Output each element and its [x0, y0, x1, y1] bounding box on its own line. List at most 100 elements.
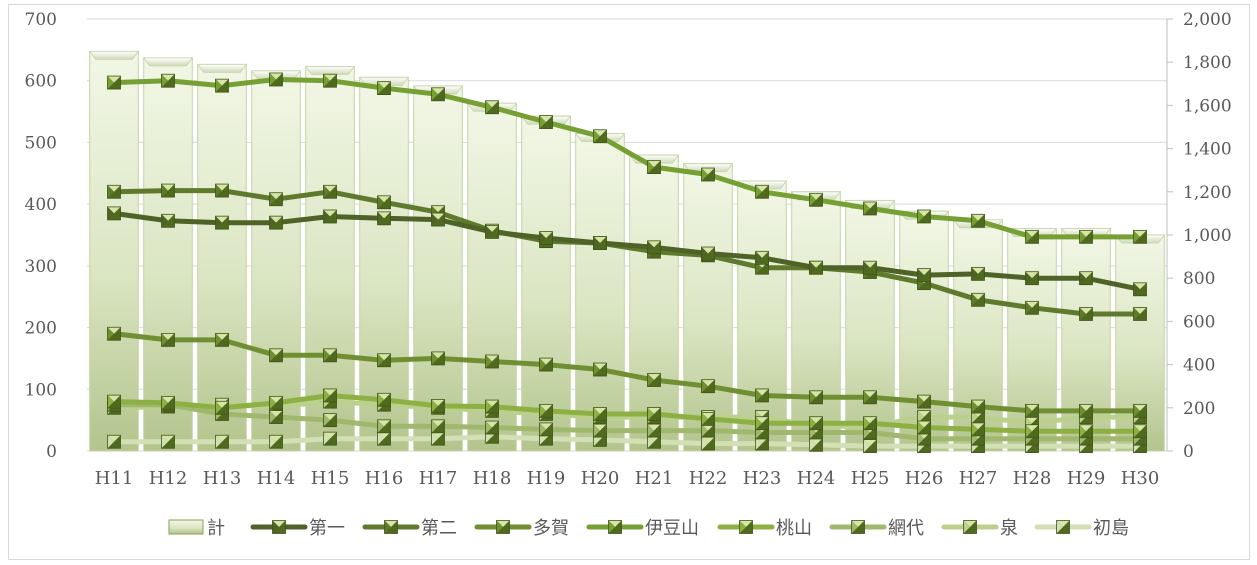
marker-edge [107, 326, 121, 341]
marker-face [496, 520, 510, 527]
line-marker [1079, 403, 1093, 418]
marker-face [485, 355, 499, 362]
marker-face [863, 416, 870, 430]
marker-edge [323, 348, 337, 363]
bar [358, 76, 410, 452]
marker-face [161, 184, 175, 191]
marker-face [323, 74, 337, 81]
marker-face [431, 351, 445, 359]
marker-face [701, 437, 715, 444]
legend-swatch [168, 519, 204, 535]
line-marker [809, 390, 823, 405]
marker-edge [539, 357, 553, 372]
marker-face [971, 293, 985, 300]
marker-edge [1025, 403, 1039, 418]
line-marker [1079, 307, 1093, 321]
line-marker [485, 399, 499, 414]
marker-face [377, 419, 384, 433]
x-tick-label: H16 [365, 468, 404, 489]
line-marker [107, 394, 121, 409]
marker-face [971, 214, 985, 221]
line-marker [809, 437, 823, 452]
line-marker [431, 419, 445, 434]
marker-face [269, 396, 276, 410]
bar [304, 66, 356, 452]
marker-face [863, 261, 877, 268]
marker-face [431, 213, 438, 227]
line-marker [269, 395, 283, 410]
series-line [111, 331, 1143, 414]
line-marker [1079, 229, 1093, 244]
marker-edge [809, 390, 823, 405]
y-right-tick-label: 600 [1183, 312, 1215, 332]
y-right-tick-label: 200 [1183, 399, 1215, 419]
marker-face [1025, 424, 1032, 438]
line-marker [539, 403, 553, 418]
marker-face [377, 353, 384, 367]
marker-face [647, 160, 661, 168]
marker-edge [269, 72, 283, 87]
marker-face [851, 520, 865, 527]
marker-face [809, 261, 816, 275]
marker-face [272, 520, 279, 534]
bar [412, 85, 464, 452]
marker-edge [809, 416, 823, 431]
x-tick-label: H25 [851, 468, 890, 489]
marker-face [755, 410, 769, 418]
line-marker [431, 399, 445, 413]
marker-edge [863, 439, 877, 453]
line-marker [377, 431, 391, 446]
line-marker [323, 184, 337, 199]
x-tick-label: H18 [473, 468, 512, 489]
marker-face [431, 87, 438, 101]
marker-edge [377, 419, 391, 434]
marker-face [269, 192, 276, 206]
line-marker [496, 520, 510, 534]
line-marker [1025, 403, 1039, 418]
line-marker [863, 439, 877, 453]
marker-edge [593, 129, 607, 144]
marker-face [539, 358, 553, 365]
line-marker [593, 423, 607, 438]
marker-face [1079, 271, 1093, 279]
marker-face [377, 195, 384, 209]
legend-label: 網代 [888, 518, 924, 539]
y-left-tick-label: 400 [25, 195, 57, 215]
line-marker [739, 520, 753, 534]
marker-face [809, 390, 816, 404]
marker-face [1133, 424, 1147, 432]
line-marker [323, 348, 337, 363]
marker-edge [377, 81, 391, 96]
line-marker [485, 100, 499, 115]
marker-face [323, 432, 337, 439]
marker-face [485, 355, 492, 369]
series-line [111, 399, 1143, 429]
marker-face [593, 363, 607, 370]
marker-edge [1079, 271, 1093, 286]
marker-edge [485, 399, 499, 414]
marker-edge [701, 412, 715, 426]
marker-face [647, 240, 661, 248]
marker-face [161, 74, 175, 81]
marker-edge [1079, 424, 1093, 439]
x-tick-label: H21 [635, 468, 674, 489]
marker-face [269, 410, 283, 418]
marker-edge [1025, 271, 1039, 286]
marker-face [1025, 416, 1039, 424]
legend-item: 網代 [829, 518, 924, 539]
bar-body [197, 63, 247, 452]
marker-edge [971, 399, 985, 414]
line-marker [1133, 424, 1147, 439]
marker-face [269, 72, 276, 86]
marker-face [647, 407, 654, 421]
marker-edge [863, 201, 877, 216]
line-marker [971, 422, 985, 437]
marker-face [377, 393, 391, 400]
line-marker [161, 213, 175, 228]
line-marker [377, 419, 391, 434]
marker-face [1079, 230, 1093, 237]
line-marker [215, 215, 229, 230]
marker-edge [971, 422, 985, 437]
marker-face [851, 520, 858, 534]
marker-face [215, 184, 229, 191]
